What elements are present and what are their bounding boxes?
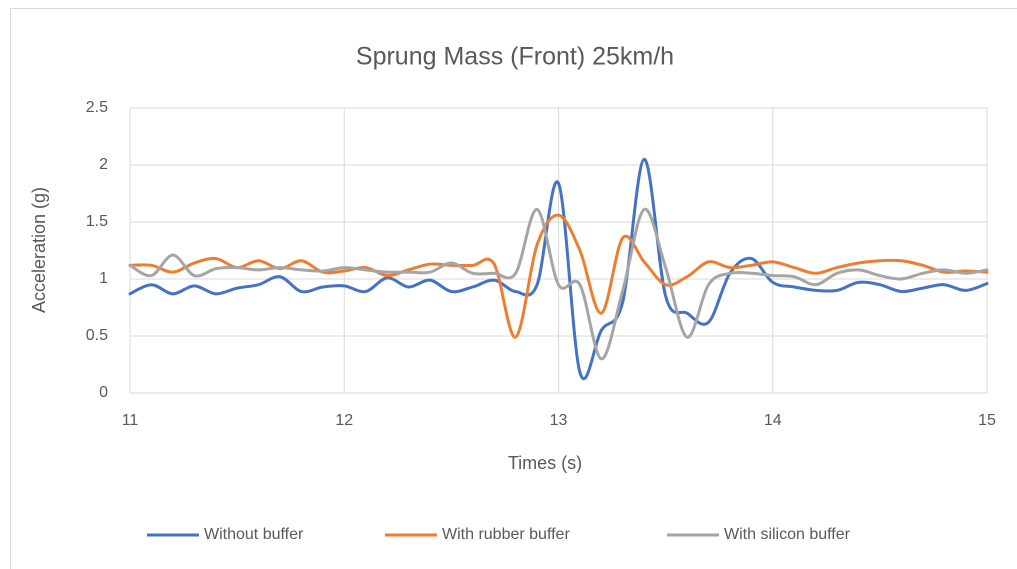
chart-title: Sprung Mass (Front) 25km/h (356, 43, 674, 71)
x-tick-label: 15 (978, 412, 996, 429)
y-tick-label: 1 (99, 270, 108, 287)
y-tick-label: 0.5 (86, 327, 108, 344)
x-axis-title: Times (s) (508, 453, 582, 473)
series-line (128, 207, 989, 361)
y-tick-label: 2 (99, 156, 108, 173)
x-tick-label: 14 (764, 412, 782, 429)
y-tick-label: 0 (99, 384, 108, 401)
legend-label: With rubber buffer (442, 526, 570, 543)
series-line (128, 157, 989, 381)
y-tick-label: 2.5 (86, 99, 108, 116)
x-tick-label: 11 (122, 412, 139, 429)
x-tick-label: 13 (550, 412, 568, 429)
legend-label: With silicon buffer (724, 526, 851, 543)
legend-label: Without buffer (204, 526, 304, 543)
x-tick-label: 12 (335, 412, 353, 429)
y-axis-title: Acceleration (g) (29, 187, 49, 313)
y-tick-label: 1.5 (86, 213, 108, 230)
